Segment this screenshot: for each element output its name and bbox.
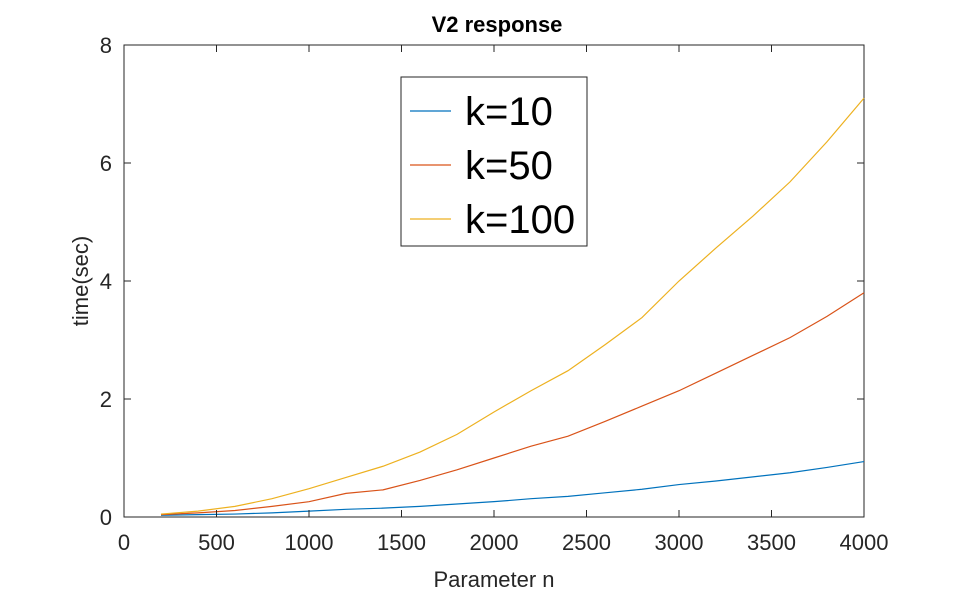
legend: k=10 k=50 k=100	[400, 76, 588, 247]
x-axis-label: Parameter n	[433, 567, 554, 592]
x-tick-label: 4000	[840, 530, 889, 555]
series-layer	[160, 97, 865, 516]
chart-title: V2 response	[432, 12, 563, 37]
series-line-k-100	[160, 97, 865, 515]
x-tick-label: 1500	[377, 530, 426, 555]
series-line-k-10	[160, 460, 865, 516]
y-tick-label: 0	[100, 505, 112, 530]
x-tick-label: 500	[198, 530, 235, 555]
x-tick-label: 2500	[562, 530, 611, 555]
y-tick-label: 2	[100, 387, 112, 412]
legend-box	[400, 76, 588, 247]
x-tick-label: 1000	[285, 530, 334, 555]
legend-label: k=100	[465, 198, 575, 242]
y-tick-label: 8	[100, 33, 112, 58]
legend-label: k=50	[465, 144, 553, 188]
x-tick-label: 3000	[655, 530, 704, 555]
y-tick-label: 4	[100, 269, 112, 294]
x-tick-label: 2000	[470, 530, 519, 555]
y-tick-label: 6	[100, 151, 112, 176]
series-line-k-50	[160, 292, 865, 516]
x-tick-label: 0	[118, 530, 130, 555]
y-axis-label: time(sec)	[68, 236, 93, 326]
tick-layer: 0 500 1000 1500 2000 2500 3000 3500 4000 0 2 4 6 8	[100, 33, 889, 555]
x-tick-label: 3500	[747, 530, 796, 555]
legend-label: k=10	[465, 90, 553, 134]
